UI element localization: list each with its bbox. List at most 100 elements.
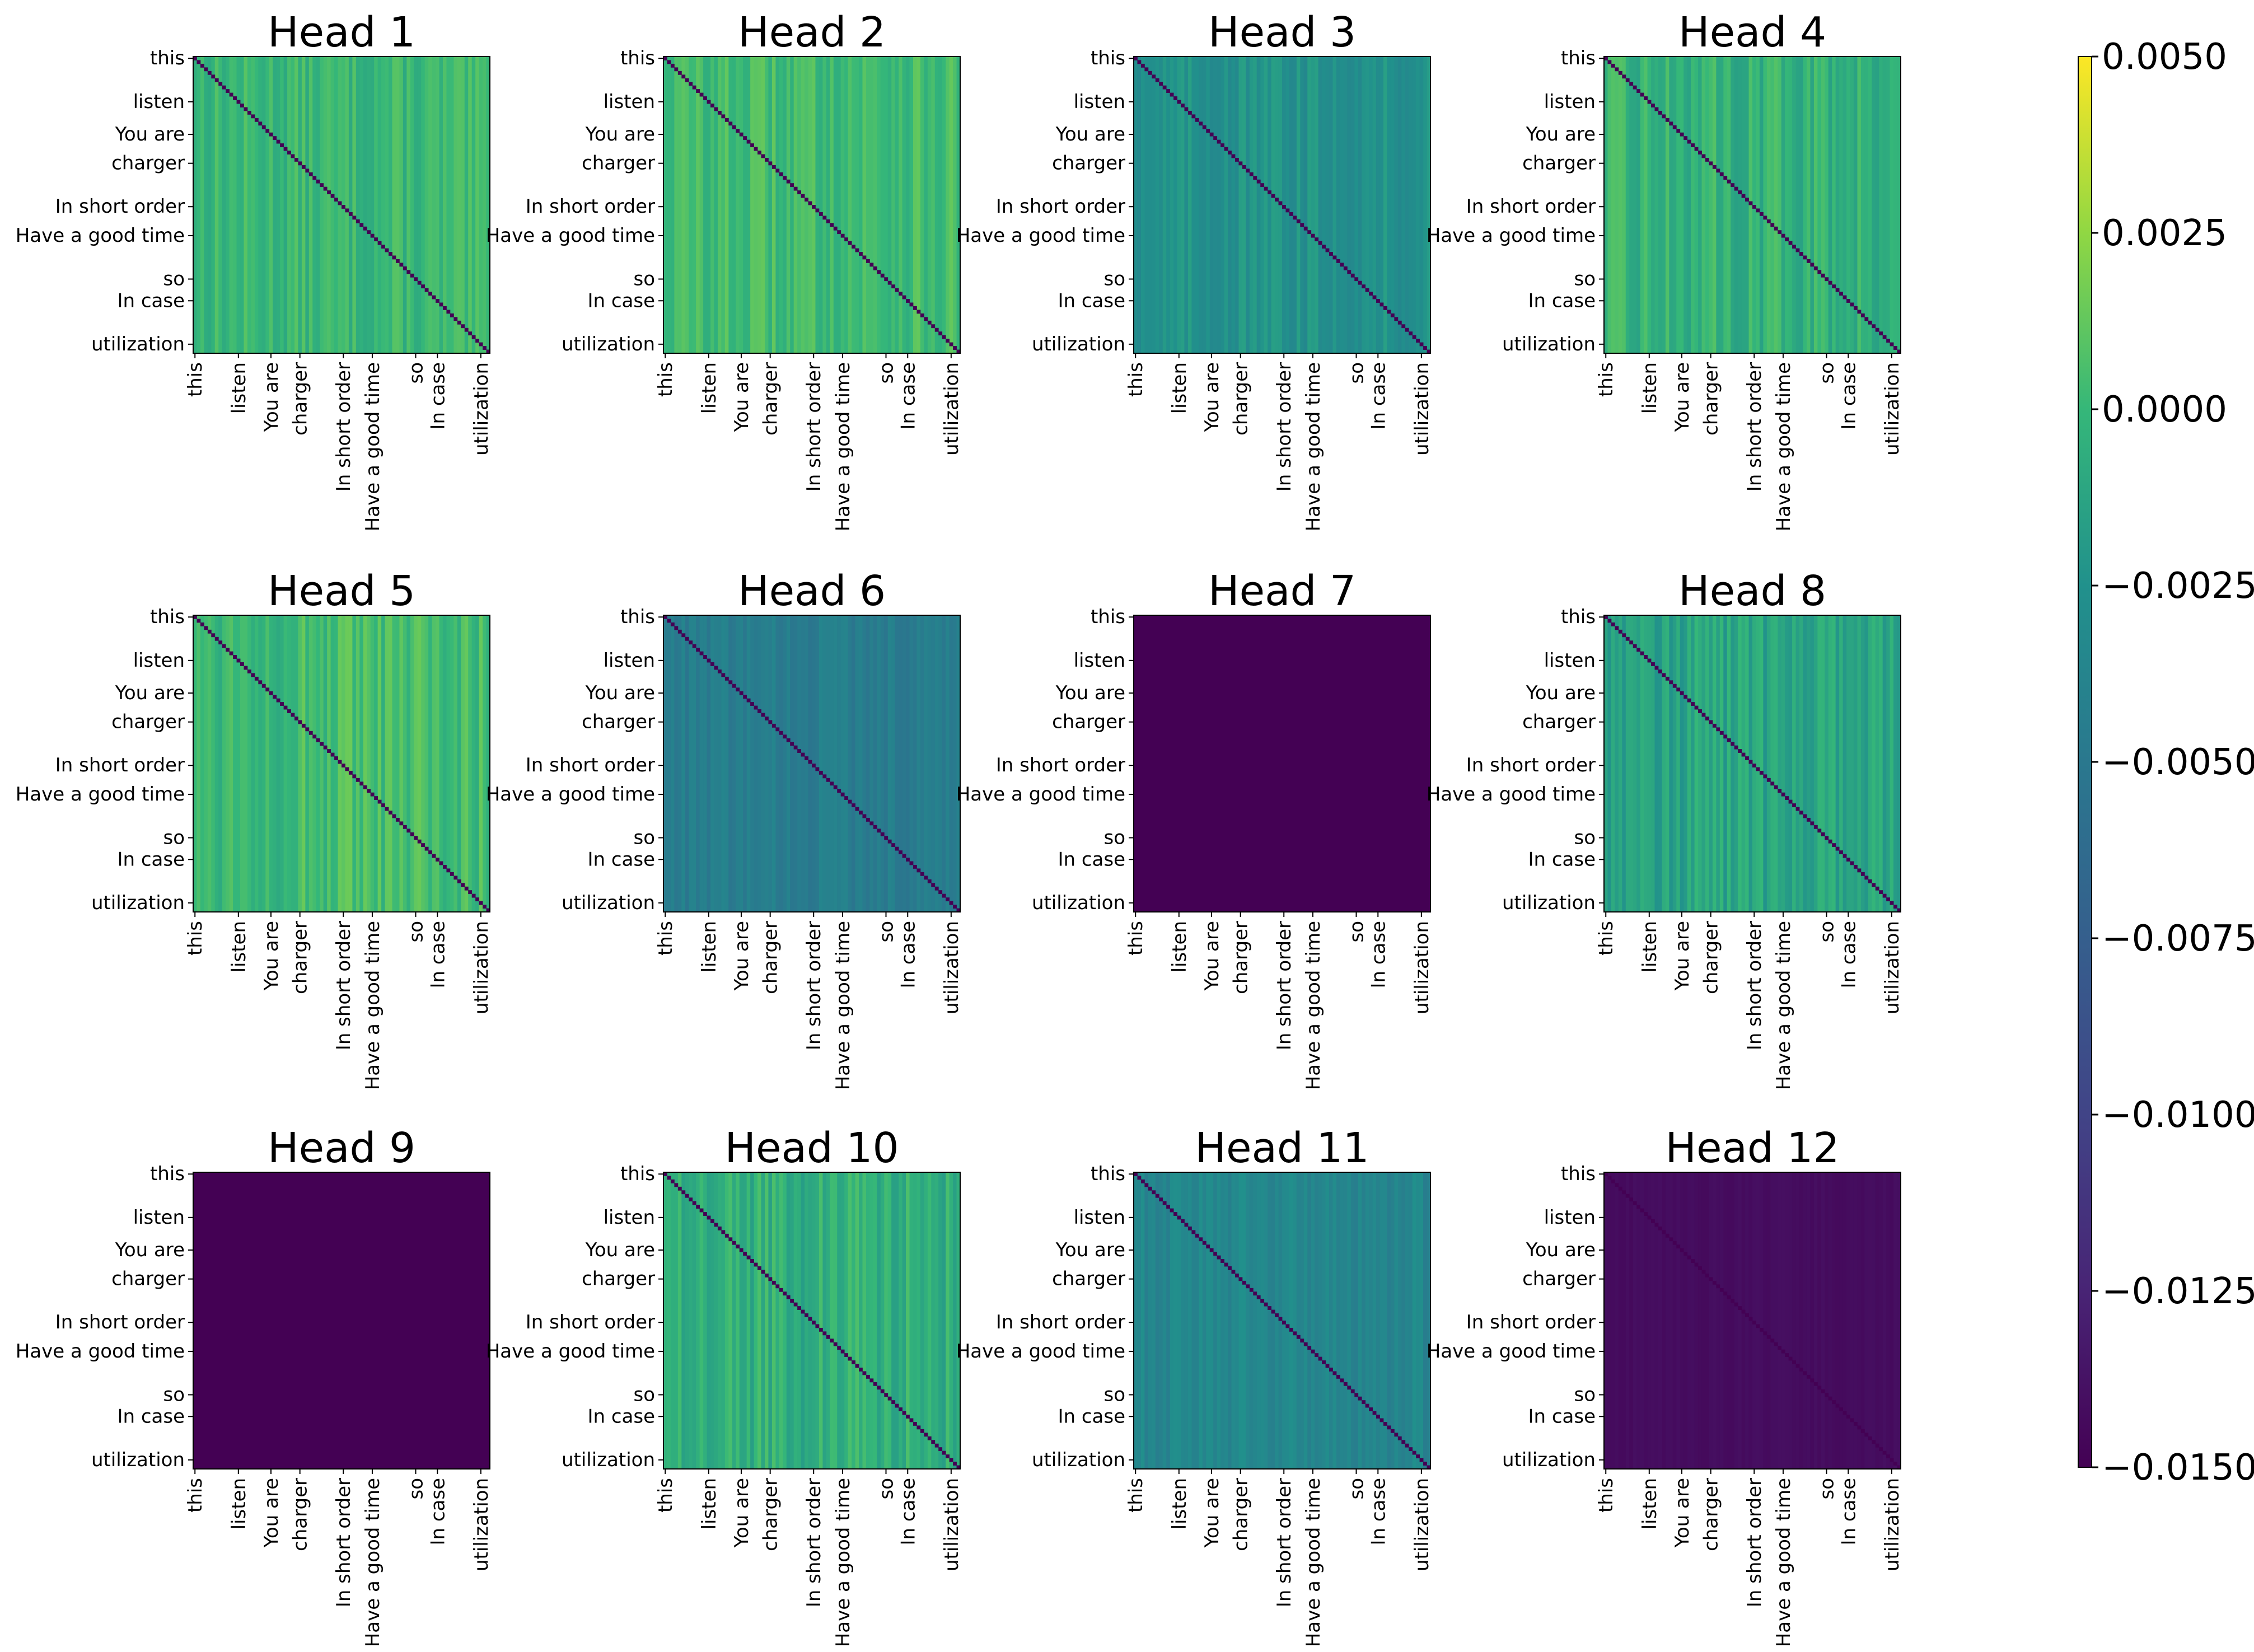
y-tick-label: In short order <box>55 754 185 776</box>
heatmap-column <box>1159 57 1163 353</box>
diagonal-cell <box>251 114 255 119</box>
diagonal-cell <box>1228 1266 1232 1270</box>
diagonal-cell <box>906 299 910 303</box>
heatmap-column <box>956 57 961 353</box>
heatmap-column <box>301 615 306 912</box>
heatmap-column <box>1307 57 1312 353</box>
diagonal-cell <box>1423 346 1427 350</box>
diagonal-cell <box>667 1176 671 1180</box>
diagonal-cell <box>953 346 957 350</box>
heatmap-column <box>1293 1172 1297 1469</box>
diagonal-cell <box>1242 1280 1246 1285</box>
diagonal-cell <box>1778 1346 1782 1350</box>
x-tick-label: charger <box>289 921 312 994</box>
heatmap-column <box>1738 57 1742 353</box>
x-tick-label: Have a good time <box>832 921 854 1090</box>
heatmap-column <box>1358 57 1362 353</box>
heatmap-column <box>479 57 483 353</box>
diagonal-cell <box>852 1360 855 1364</box>
diagonal-cell <box>924 317 928 321</box>
diagonal-cell <box>1792 1360 1796 1364</box>
heatmap-column <box>334 615 339 912</box>
y-tick-label: utilization <box>1502 892 1596 914</box>
heatmap-column <box>1875 57 1879 353</box>
diagonal-cell <box>352 216 357 220</box>
y-tick-label: listen <box>1074 1206 1125 1229</box>
heatmap-column <box>1788 1172 1793 1469</box>
diagonal-cell <box>483 905 487 909</box>
heatmap-column <box>1701 615 1706 912</box>
heatmap-column <box>866 615 871 912</box>
heatmap-column <box>1152 1172 1156 1469</box>
diagonal-cell <box>805 198 808 202</box>
diagonal-cell <box>1615 1183 1619 1187</box>
heatmap-column <box>750 615 755 912</box>
heatmap-column <box>1625 615 1630 912</box>
diagonal-cell <box>1238 161 1243 166</box>
heatmap-column <box>949 615 953 912</box>
diagonal-cell <box>1843 1411 1847 1415</box>
heatmap-column <box>1376 57 1381 353</box>
diagonal-cell <box>269 132 273 137</box>
diagonal-cell <box>761 713 765 717</box>
diagonal-cell <box>200 622 204 626</box>
diagonal-cell <box>1181 1219 1185 1223</box>
diagonal-cell <box>1897 1465 1901 1470</box>
diagonal-cell <box>866 817 870 822</box>
diagonal-cell <box>869 263 874 267</box>
heatmap-column <box>1853 57 1858 353</box>
heatmap-column <box>768 57 773 353</box>
y-tick-label: In short order <box>55 195 185 218</box>
diagonal-cell <box>1752 764 1756 767</box>
diagonal-cell <box>1846 858 1850 862</box>
heatmap-column <box>797 615 802 912</box>
diagonal-cell <box>877 1386 881 1390</box>
heatmap-column <box>193 57 198 353</box>
heatmap-column <box>1322 1172 1326 1469</box>
heatmap-column <box>1813 1172 1818 1469</box>
heatmap-column <box>674 615 679 912</box>
heatmap-column <box>909 1172 914 1469</box>
heatmap-column <box>1799 1172 1804 1469</box>
heatmap-column <box>1372 57 1377 353</box>
x-tick-label: In short order <box>1273 921 1296 1050</box>
diagonal-cell <box>273 695 277 699</box>
heatmap-column <box>439 615 443 912</box>
heatmap-column <box>1604 615 1608 912</box>
heatmap-column <box>1220 57 1225 353</box>
heatmap-column <box>359 615 364 912</box>
heatmap-column <box>797 57 802 353</box>
y-tick-label: In short order <box>55 1311 185 1333</box>
diagonal-cell <box>746 139 751 144</box>
y-tick-label: this <box>150 1163 185 1185</box>
heatmap-column <box>1766 1172 1771 1469</box>
diagonal-cell <box>1376 299 1380 303</box>
x-tick-label: this <box>1595 921 1617 956</box>
heatmap-column <box>685 57 689 353</box>
diagonal-cell <box>414 836 418 840</box>
diagonal-cell <box>899 292 902 296</box>
diagonal-cell <box>1401 324 1406 329</box>
diagonal-cell <box>1846 1415 1850 1419</box>
heatmap-column <box>689 57 693 353</box>
heatmap-column <box>899 1172 903 1469</box>
diagonal-cell <box>1325 248 1330 252</box>
diagonal-cell <box>1886 339 1891 343</box>
heatmap-column <box>1622 615 1626 912</box>
x-tick-label: charger <box>1230 1478 1252 1551</box>
heatmap-column <box>436 57 440 353</box>
diagonal-cell <box>1680 691 1684 695</box>
diagonal-cell <box>728 121 733 126</box>
heatmap-column <box>1148 1172 1152 1469</box>
diagonal-cell <box>699 1208 704 1213</box>
diagonal-cell <box>1611 622 1615 626</box>
heatmap-column <box>305 615 310 912</box>
x-tick-label: so <box>1816 362 1839 384</box>
heatmap-column <box>1684 1172 1688 1469</box>
heatmap-column <box>1799 615 1804 912</box>
diagonal-cell <box>258 680 263 685</box>
diagonal-cell <box>743 136 747 141</box>
heatmap-column <box>1636 615 1641 912</box>
heatmap-column <box>1857 615 1862 912</box>
